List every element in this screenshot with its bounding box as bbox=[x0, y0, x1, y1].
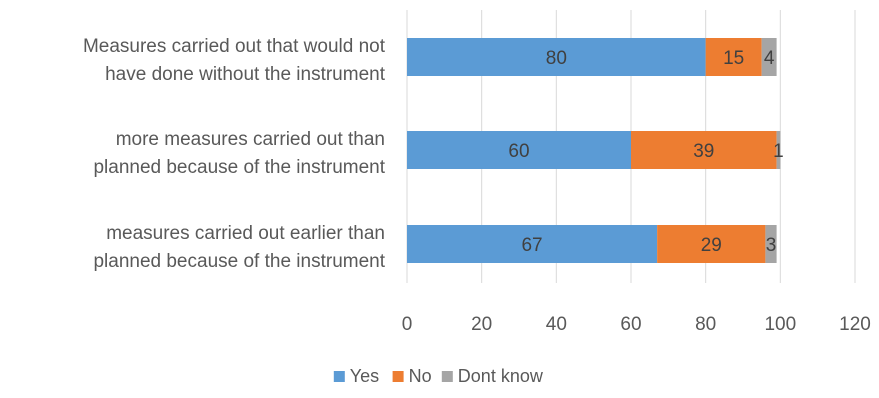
legend-swatch bbox=[392, 371, 404, 382]
category-labels: Measures carried out that would not have … bbox=[83, 36, 386, 272]
bar-segment-yes bbox=[407, 225, 658, 263]
x-tick-label: 100 bbox=[764, 314, 796, 335]
data-label: 80 bbox=[546, 48, 567, 69]
bar-segment-no bbox=[631, 131, 777, 169]
category-label: more measures carried out than planned be… bbox=[93, 129, 385, 178]
category-label: measures carried out earlier than planned… bbox=[93, 223, 385, 272]
legend-item-yes: Yes bbox=[333, 366, 379, 386]
x-tick-label: 40 bbox=[546, 314, 567, 335]
data-label: 15 bbox=[723, 48, 744, 69]
category-label: Measures carried out that would not have … bbox=[83, 36, 386, 85]
bar-segment-no bbox=[657, 225, 766, 263]
legend-label: Yes bbox=[350, 366, 379, 386]
x-tick-label: 80 bbox=[695, 314, 716, 335]
bar-segment-dont-know bbox=[761, 38, 777, 76]
bar-segment-dont-know bbox=[776, 131, 781, 169]
x-tick-label: 20 bbox=[471, 314, 492, 335]
bar-segment-yes bbox=[407, 131, 631, 169]
bars: 80 15 4 60 39 1 67 29 3 bbox=[407, 38, 784, 263]
data-label: 4 bbox=[764, 48, 775, 69]
x-tick-label: 0 bbox=[402, 314, 413, 335]
data-label: 3 bbox=[766, 235, 777, 256]
legend-swatch bbox=[441, 371, 453, 382]
legend-item-no: No bbox=[392, 366, 432, 386]
bar-segment-no bbox=[705, 38, 762, 76]
x-axis-tick-labels: 0 20 40 60 80 100 120 bbox=[402, 314, 871, 335]
data-label: 67 bbox=[521, 235, 542, 256]
data-label: 29 bbox=[701, 235, 722, 256]
x-tick-label: 60 bbox=[620, 314, 641, 335]
bar-segment-dont-know bbox=[765, 225, 777, 263]
data-label: 1 bbox=[773, 141, 784, 162]
legend-label: No bbox=[409, 366, 432, 386]
x-tick-label: 120 bbox=[839, 314, 871, 335]
legend-item-dont-know: Dont know bbox=[441, 366, 544, 386]
legend-swatch bbox=[333, 371, 345, 382]
legend-label: Dont know bbox=[458, 366, 544, 386]
bar-segment-yes bbox=[407, 38, 706, 76]
data-label: 60 bbox=[508, 141, 529, 162]
legend: Yes No Dont know bbox=[333, 366, 544, 386]
data-label: 39 bbox=[693, 141, 714, 162]
